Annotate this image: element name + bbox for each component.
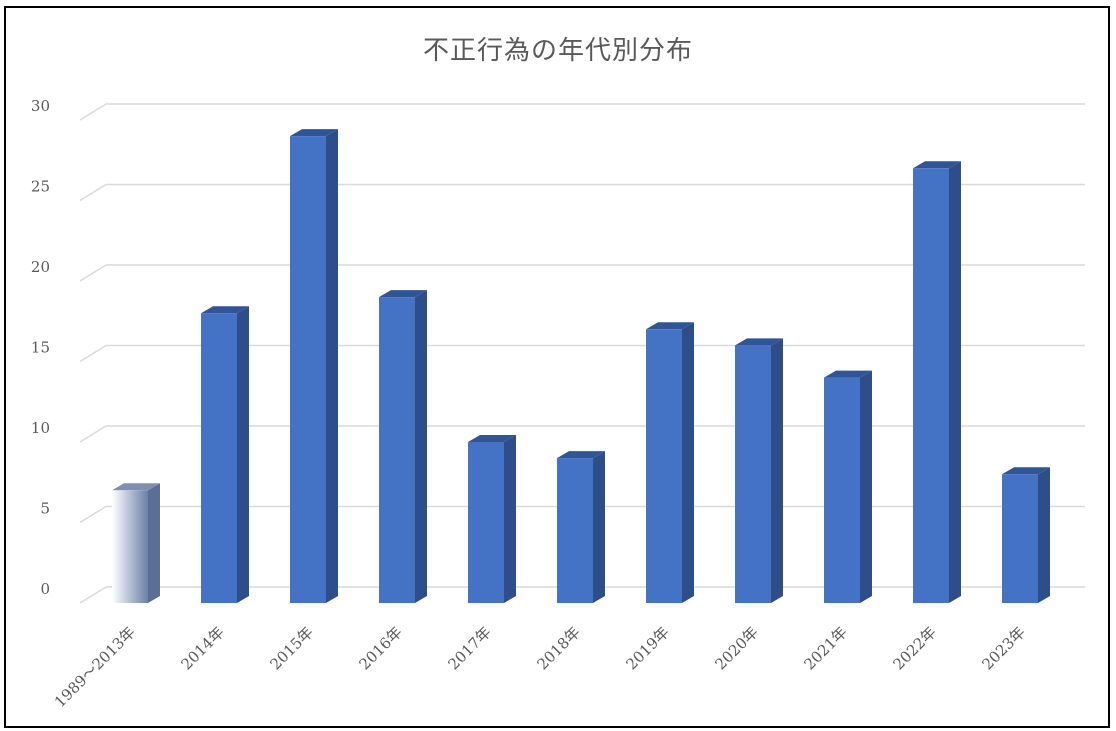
x-category-label: 2015年 <box>266 623 316 673</box>
bar <box>379 290 427 603</box>
bar-front <box>913 168 949 604</box>
y-tick-label: 0 <box>40 580 50 598</box>
bar-front <box>824 377 860 603</box>
bar-front <box>290 136 326 603</box>
bar <box>1002 467 1050 603</box>
chart-title: 不正行為の年代別分布 <box>422 36 693 66</box>
bar-top <box>379 290 427 298</box>
bar-side <box>593 451 605 603</box>
bar-front <box>646 329 682 603</box>
gridline-stub <box>79 425 107 443</box>
bar <box>468 435 516 603</box>
bar <box>913 161 961 604</box>
bar-side <box>326 129 338 603</box>
bar-top <box>290 129 338 137</box>
bar-front <box>557 458 593 603</box>
bar <box>290 129 338 603</box>
x-category-label: 2022年 <box>889 623 939 673</box>
bar-side <box>415 290 427 603</box>
bar <box>735 338 783 603</box>
bar <box>557 451 605 603</box>
bar <box>824 370 872 603</box>
bar-top <box>201 306 249 314</box>
x-category-label: 2018年 <box>533 623 583 673</box>
bar-top <box>468 435 516 442</box>
bar-side <box>504 435 516 603</box>
y-tick-label: 15 <box>31 339 50 357</box>
bar-front <box>735 345 771 603</box>
bar-front <box>1002 474 1038 603</box>
x-category-label: 2023年 <box>978 623 1028 673</box>
bar-top <box>735 338 783 346</box>
x-axis-labels: 1989～2013年 2014年 2015年 2016年 2017年 2018年 2019年… <box>51 623 1029 711</box>
bar <box>112 483 160 603</box>
bar-side <box>860 370 872 603</box>
bar-side <box>682 322 694 603</box>
x-category-label: 2021年 <box>800 623 850 673</box>
bar-front <box>201 313 237 603</box>
gridline-stub <box>79 264 107 282</box>
x-category-label: 2016年 <box>355 623 405 673</box>
bar-top <box>557 451 605 459</box>
y-tick-label: 10 <box>31 419 50 437</box>
y-axis-ticks: 0 5 10 15 20 25 30 <box>31 97 50 598</box>
bar-top <box>1002 467 1050 475</box>
x-category-label: 2019年 <box>622 623 672 673</box>
x-category-label: 1989～2013年 <box>51 623 139 711</box>
x-category-label: 2020年 <box>711 623 761 673</box>
gridline-stub <box>79 344 107 363</box>
bar-top <box>646 322 694 330</box>
y-tick-label: 30 <box>31 97 50 115</box>
gridline-stub <box>79 505 107 524</box>
y-tick-label: 20 <box>31 258 50 276</box>
bar-side <box>949 161 961 604</box>
gridline-stub <box>79 586 107 604</box>
gridline-stub <box>79 103 107 121</box>
bar-front <box>379 297 415 603</box>
bar-top <box>913 161 961 169</box>
x-category-label: 2017年 <box>444 623 494 673</box>
bar <box>201 306 249 603</box>
bar-side <box>148 483 160 603</box>
bar-side <box>1038 467 1050 603</box>
y-tick-label: 25 <box>31 178 50 196</box>
bar-top <box>112 483 160 491</box>
bars <box>112 129 1050 604</box>
y-tick-label: 5 <box>40 500 50 518</box>
bar-side <box>237 306 249 603</box>
x-category-label: 2014年 <box>177 623 227 673</box>
bar <box>646 322 694 603</box>
gridline-stub <box>79 183 107 202</box>
bar-top <box>824 370 872 378</box>
bar-front <box>468 442 504 603</box>
bar-front <box>112 490 148 603</box>
bar-side <box>771 338 783 603</box>
